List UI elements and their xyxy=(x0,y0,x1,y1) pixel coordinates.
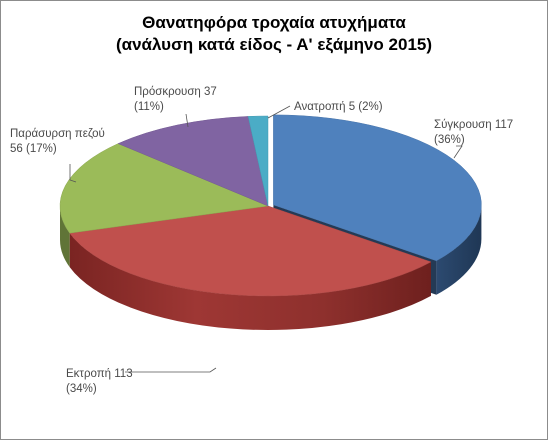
slice-1-data-label: Εκτροπή 113 (34%) xyxy=(66,368,133,395)
slice-3-leader-line xyxy=(185,113,189,128)
chart-title-line-1: Θανατηφόρα τροχαία ατυχήματα xyxy=(142,13,406,32)
slice-2-data-label: Παράσυρση πεζού 56 (17%) xyxy=(10,128,105,155)
slice-2 xyxy=(59,143,269,234)
slice-4-data-label: Ανατροπή 5 (2%) xyxy=(294,101,383,113)
slice-0 xyxy=(273,114,482,262)
slice-1-side xyxy=(69,233,431,331)
slice-3-data-label: Πρόσκρουση 37 (11%) xyxy=(134,86,217,113)
slice-0-data-label: Σύγκρουση 117 (36%) xyxy=(434,119,513,146)
chart-title: Θανατηφόρα τροχαία ατυχήματα (ανάλυση κα… xyxy=(0,12,548,56)
slice-1-leader-line xyxy=(125,367,217,373)
slice-3 xyxy=(117,116,269,207)
slice-1 xyxy=(69,205,432,297)
slice-4 xyxy=(247,115,269,207)
chart-title-line-2: (ανάλυση κατά είδος - Α' εξάμηνο 2015) xyxy=(115,35,433,54)
slice-2-leader-line xyxy=(69,164,77,183)
slice-2-side xyxy=(60,206,70,268)
slice-0-side xyxy=(436,204,482,295)
slice-0-leader-line xyxy=(453,145,463,159)
slice-4-leader-line xyxy=(267,105,291,119)
